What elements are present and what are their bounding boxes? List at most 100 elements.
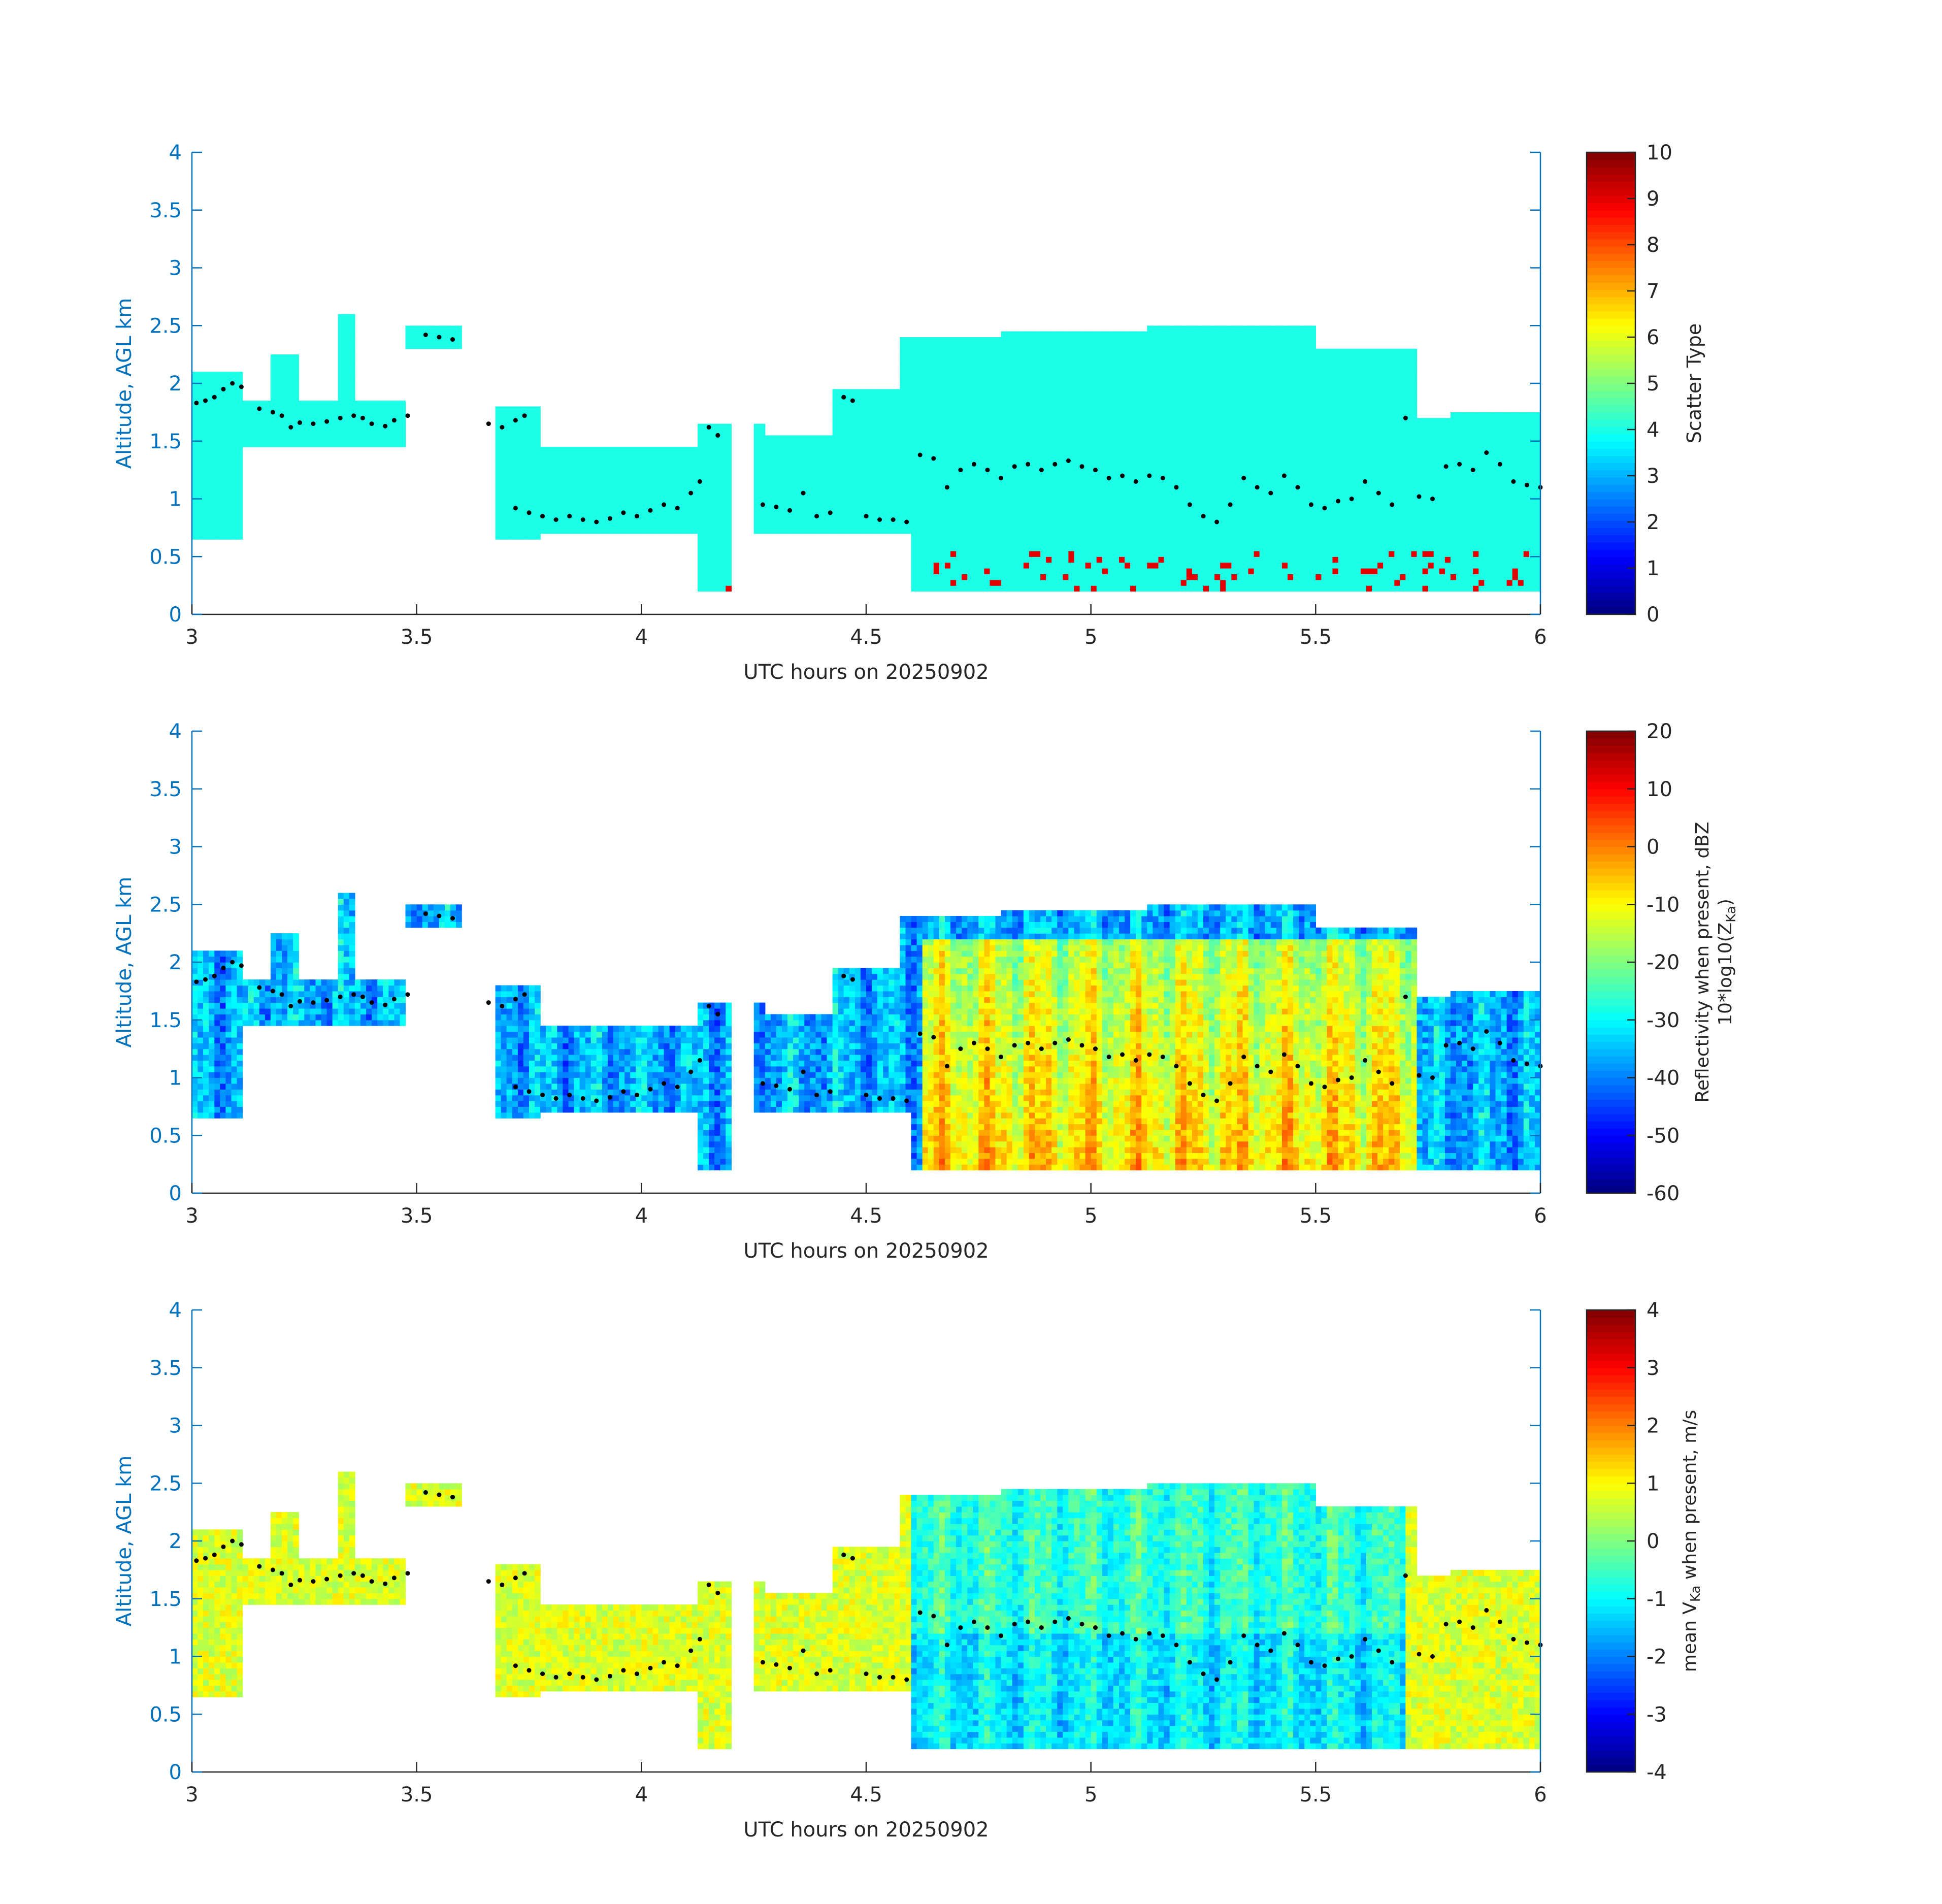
heatmap-cell xyxy=(1125,406,1131,413)
heatmap-cell xyxy=(995,470,1002,476)
heatmap-cell xyxy=(709,464,715,471)
heatmap-cell xyxy=(877,423,883,430)
heatmap-cell xyxy=(827,458,833,465)
heatmap-cell xyxy=(843,452,850,459)
heatmap-cell xyxy=(1136,528,1142,534)
heatmap-cell xyxy=(394,406,401,413)
heatmap-cell xyxy=(950,354,957,361)
heatmap-cell xyxy=(1197,343,1204,349)
heatmap-cell xyxy=(203,487,209,494)
heatmap-cell xyxy=(1248,470,1255,476)
heatmap-cell xyxy=(900,481,906,488)
heatmap-cell xyxy=(854,493,861,500)
heatmap-cell xyxy=(1006,389,1013,396)
heatmap-cell xyxy=(209,464,215,471)
heatmap-cell xyxy=(535,406,541,413)
heatmap-cell xyxy=(1119,481,1125,488)
heatmap-cell xyxy=(1242,383,1249,389)
heatmap-cell xyxy=(1085,550,1092,557)
heatmap-cell xyxy=(1035,556,1041,563)
heatmap-cell xyxy=(1130,493,1136,500)
heatmap-cell xyxy=(270,412,277,418)
heatmap-cell xyxy=(321,406,327,413)
heatmap-cell xyxy=(1063,447,1069,453)
heatmap-cell xyxy=(821,510,828,517)
heatmap-cell xyxy=(287,418,293,424)
heatmap-cell xyxy=(933,343,940,349)
heatmap-cell xyxy=(1102,418,1108,424)
heatmap-cell xyxy=(1035,360,1041,367)
heatmap-cell xyxy=(1203,435,1209,442)
heatmap-cell xyxy=(973,401,979,407)
heatmap-cell xyxy=(1209,383,1215,389)
heatmap-cell xyxy=(753,458,760,465)
heatmap-cell xyxy=(950,574,957,580)
heatmap-cell xyxy=(1169,389,1176,396)
heatmap-cell xyxy=(1180,389,1187,396)
heatmap-cell xyxy=(630,510,636,517)
heatmap-cell xyxy=(1192,383,1198,389)
heatmap-cell xyxy=(1079,579,1086,586)
heatmap-cell xyxy=(1051,545,1058,551)
heatmap-cell xyxy=(237,522,243,528)
heatmap-cell xyxy=(203,389,209,396)
heatmap-cell xyxy=(237,470,243,476)
heatmap-cell xyxy=(1254,452,1260,459)
heatmap-cell xyxy=(900,452,906,459)
heatmap-cell xyxy=(523,493,530,500)
heatmap-cell xyxy=(973,383,979,389)
heatmap-cell xyxy=(613,493,619,500)
heatmap-cell xyxy=(192,418,198,424)
heatmap-cell xyxy=(1051,389,1058,396)
heatmap-cell xyxy=(1035,493,1041,500)
heatmap-cell xyxy=(529,533,535,540)
heatmap-cell xyxy=(1248,562,1255,569)
heatmap-cell xyxy=(1001,470,1007,476)
heatmap-cell xyxy=(1153,579,1159,586)
heatmap-cell xyxy=(815,516,822,522)
heatmap-cell xyxy=(546,447,552,453)
heatmap-cell xyxy=(973,343,979,349)
heatmap-cell xyxy=(1085,470,1092,476)
heatmap-cell xyxy=(849,435,855,442)
heatmap-cell xyxy=(1237,516,1243,522)
heatmap-cell xyxy=(939,516,945,522)
heatmap-cell xyxy=(1147,481,1153,488)
heatmap-cell xyxy=(523,528,530,534)
heatmap-cell xyxy=(192,481,198,488)
heatmap-cell xyxy=(911,337,917,343)
heatmap-cell xyxy=(214,418,220,424)
heatmap-cell xyxy=(1220,545,1226,551)
heatmap-cell xyxy=(1248,556,1255,563)
heatmap-cell xyxy=(962,545,968,551)
heatmap-cell xyxy=(1158,447,1165,453)
heatmap-cell xyxy=(849,476,855,482)
heatmap-cell xyxy=(1214,562,1221,569)
heatmap-cell xyxy=(759,441,766,447)
heatmap-cell xyxy=(1079,423,1086,430)
heatmap-cell xyxy=(1102,528,1108,534)
heatmap-cell xyxy=(1265,493,1271,500)
heatmap-cell xyxy=(1029,522,1035,528)
heatmap-cell xyxy=(1197,435,1204,442)
heatmap-cell xyxy=(1147,366,1153,372)
heatmap-cell xyxy=(1175,325,1181,332)
heatmap-cell xyxy=(1220,487,1226,494)
heatmap-cell xyxy=(377,441,383,447)
heatmap-cell xyxy=(928,354,934,361)
heatmap-cell xyxy=(888,476,895,482)
heatmap-cell xyxy=(1012,574,1018,580)
heatmap-cell xyxy=(1119,354,1125,361)
heatmap-cell xyxy=(529,510,535,517)
heatmap-cell xyxy=(563,464,569,471)
heatmap-cell xyxy=(1180,377,1187,384)
heatmap-cell xyxy=(1001,430,1007,436)
heatmap-cell xyxy=(630,458,636,465)
heatmap-cell xyxy=(1113,372,1120,378)
heatmap-cell xyxy=(990,499,996,505)
heatmap-cell xyxy=(237,395,243,401)
heatmap-cell xyxy=(956,430,962,436)
heatmap-cell xyxy=(967,528,973,534)
heatmap-cell xyxy=(832,435,839,442)
heatmap-cell xyxy=(1113,412,1120,418)
